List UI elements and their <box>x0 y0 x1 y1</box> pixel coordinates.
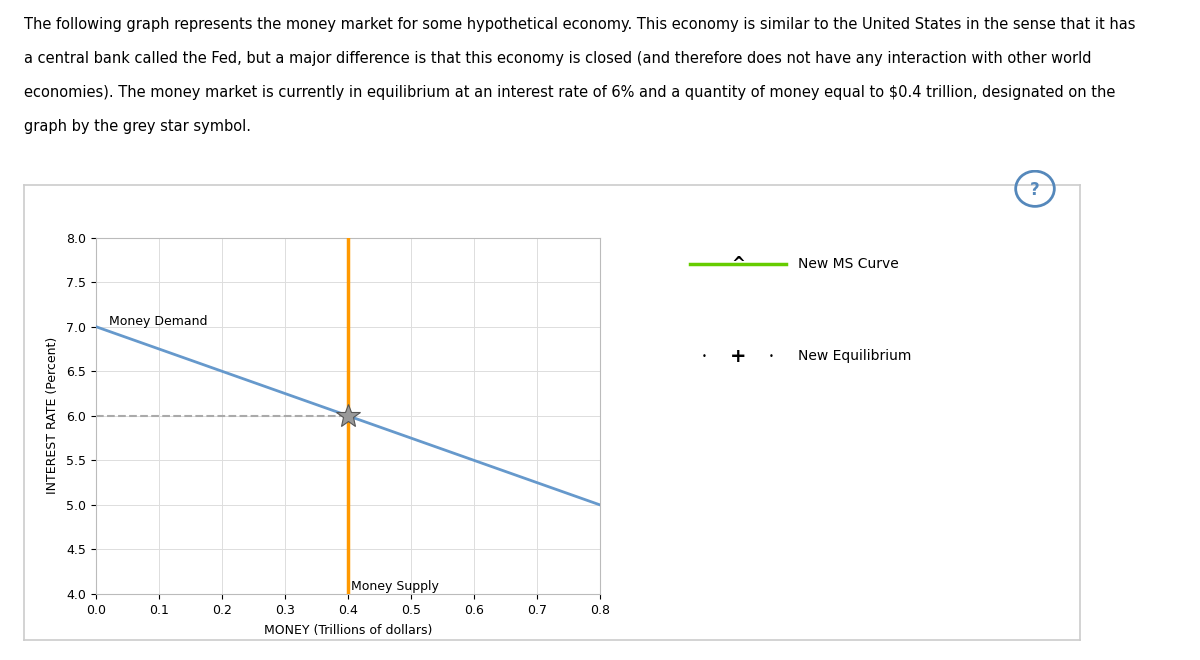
Text: +: + <box>730 347 746 366</box>
Text: graph by the grey star symbol.: graph by the grey star symbol. <box>24 119 251 135</box>
Text: •: • <box>702 352 707 361</box>
Text: The following graph represents the money market for some hypothetical economy. T: The following graph represents the money… <box>24 16 1135 32</box>
Y-axis label: INTEREST RATE (Percent): INTEREST RATE (Percent) <box>47 337 59 494</box>
Text: New MS Curve: New MS Curve <box>798 257 899 271</box>
X-axis label: MONEY (Trillions of dollars): MONEY (Trillions of dollars) <box>264 624 432 637</box>
Text: •: • <box>769 352 774 361</box>
Text: ?: ? <box>1030 181 1040 199</box>
Text: Money Supply: Money Supply <box>352 579 439 593</box>
Text: New Equilibrium: New Equilibrium <box>798 349 911 364</box>
Text: a central bank called the Fed, but a major difference is that this economy is cl: a central bank called the Fed, but a maj… <box>24 51 1092 66</box>
Text: Money Demand: Money Demand <box>108 315 208 328</box>
Text: ^: ^ <box>731 255 745 273</box>
Text: economies). The money market is currently in equilibrium at an interest rate of : economies). The money market is currentl… <box>24 85 1115 100</box>
